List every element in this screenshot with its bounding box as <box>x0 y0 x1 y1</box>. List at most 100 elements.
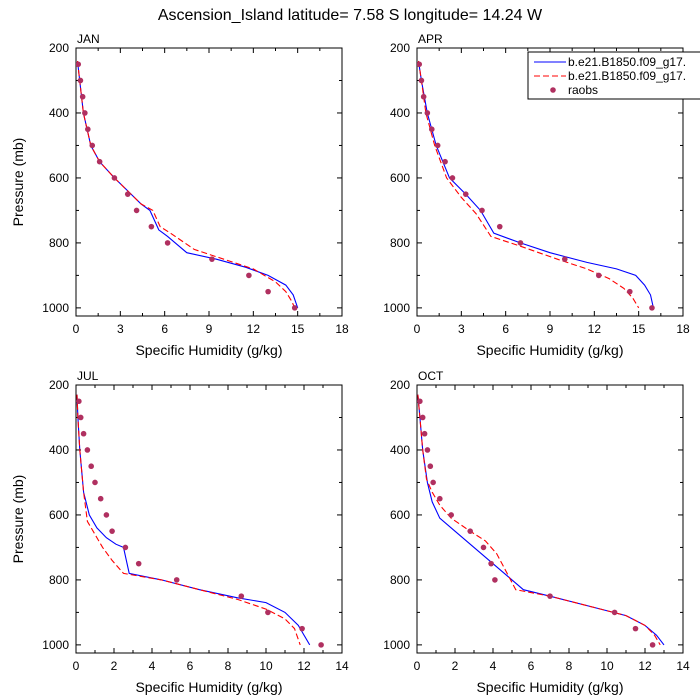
panel-label: APR <box>418 32 443 46</box>
raobs-point <box>84 447 91 453</box>
x-tick-label: 6 <box>528 659 535 673</box>
x-tick-label: 10 <box>259 659 273 673</box>
raobs-point <box>649 642 656 648</box>
x-tick-label: 12 <box>297 659 311 673</box>
legend-label: b.e21.B1850.f09_g17. <box>568 69 686 83</box>
raobs-point <box>164 240 171 246</box>
y-axis-title: Pressure (mb) <box>10 138 26 227</box>
raobs-point <box>88 463 94 470</box>
raobs-point <box>496 223 503 230</box>
series-line-solid <box>76 394 311 646</box>
raobs-point <box>82 110 88 116</box>
raobs-point <box>649 305 655 311</box>
y-tick-label: 400 <box>390 106 410 120</box>
x-tick-label: 9 <box>206 322 213 336</box>
x-tick-label: 0 <box>414 659 421 673</box>
y-tick-label: 800 <box>49 236 69 250</box>
raobs-point <box>417 61 423 68</box>
raobs-point <box>89 142 96 149</box>
legend-marker-raobs <box>550 87 556 93</box>
x-axis-title: Specific Humidity (g/kg) <box>135 342 282 358</box>
series-line-dashed <box>76 60 296 309</box>
x-tick-label: 4 <box>490 659 497 673</box>
x-axis-title: Specific Humidity (g/kg) <box>476 342 623 358</box>
x-tick-label: 8 <box>566 659 573 673</box>
y-tick-label: 800 <box>390 236 410 250</box>
x-tick-label: 12 <box>638 659 652 673</box>
raobs-point <box>265 609 271 616</box>
panel-label: JUL <box>77 369 99 383</box>
y-tick-label: 1000 <box>42 301 69 315</box>
raobs-point <box>76 61 82 68</box>
raobs-point <box>632 625 639 632</box>
y-tick-label: 800 <box>49 573 69 587</box>
y-tick-label: 600 <box>390 508 410 522</box>
plot-frame <box>75 384 343 654</box>
x-tick-label: 2 <box>111 659 118 673</box>
series-line-dashed <box>417 394 661 646</box>
y-tick-label: 800 <box>390 573 410 587</box>
plot-data-area <box>76 394 324 648</box>
legend-label: b.e21.B1850.f09_g17. <box>568 55 686 69</box>
raobs-point <box>122 544 129 551</box>
y-tick-label: 600 <box>49 508 69 522</box>
panel-apr: APR 0 3 6 9 12 15 18 200 400 600 800 1000 Specific Hu… <box>383 32 690 358</box>
panel-label: OCT <box>418 369 444 383</box>
raobs-point <box>299 625 305 632</box>
raobs-point <box>421 430 428 437</box>
x-tick-label: 0 <box>414 322 421 336</box>
y-tick-label: 600 <box>390 171 410 185</box>
raobs-point <box>492 577 498 583</box>
raobs-point <box>420 93 427 100</box>
x-tick-label: 6 <box>502 322 509 336</box>
raobs-point <box>467 528 474 534</box>
raobs-point <box>437 495 443 502</box>
raobs-point <box>611 609 618 616</box>
raobs-point <box>77 414 84 421</box>
raobs-point <box>173 577 180 583</box>
x-tick-label: 18 <box>335 322 349 336</box>
raobs-point <box>79 93 86 100</box>
raobs-point <box>76 398 82 405</box>
x-tick-label: 12 <box>247 322 261 336</box>
raobs-point <box>479 207 485 214</box>
raobs-point <box>427 463 434 470</box>
raobs-point <box>480 544 487 551</box>
y-tick-label: 400 <box>49 443 69 457</box>
x-tick-label: 12 <box>588 322 602 336</box>
raobs-point <box>424 447 431 453</box>
y-tick-label: 400 <box>390 443 410 457</box>
x-tick-label: 6 <box>161 322 168 336</box>
panel-jul: JUL 0 2 4 6 8 10 12 14 200 400 600 800 1000 Specific H… <box>10 369 349 695</box>
raobs-point <box>92 479 98 486</box>
y-tick-label: 1000 <box>42 638 69 652</box>
x-axis-title: Specific Humidity (g/kg) <box>476 679 623 695</box>
figure-title: Ascension_Island latitude= 7.58 S longit… <box>158 7 543 24</box>
panel-oct: OCT 0 2 4 6 8 10 12 14 200 400 600 800 1000 Specific H… <box>383 369 690 695</box>
y-tick-label: 200 <box>390 378 410 392</box>
raobs-point <box>124 191 131 197</box>
plot-data-area <box>417 394 665 648</box>
y-tick-label: 400 <box>49 106 69 120</box>
raobs-point <box>417 398 423 405</box>
plot-frame <box>416 384 684 654</box>
raobs-point <box>449 175 456 181</box>
raobs-point <box>111 175 118 181</box>
y-axis-title: Pressure (mb) <box>10 475 26 564</box>
x-tick-label: 15 <box>291 322 305 336</box>
series-line-dashed <box>76 394 301 646</box>
series-line-solid <box>417 394 665 646</box>
panel-label: JAN <box>77 32 100 46</box>
x-tick-label: 15 <box>632 322 646 336</box>
x-tick-label: 14 <box>335 659 349 673</box>
raobs-point <box>488 560 494 567</box>
raobs-point <box>430 479 436 486</box>
plot-frame <box>75 47 343 317</box>
x-tick-label: 3 <box>458 322 465 336</box>
raobs-point <box>109 528 115 534</box>
x-tick-label: 4 <box>149 659 156 673</box>
raobs-point <box>418 77 425 84</box>
x-tick-label: 0 <box>73 322 80 336</box>
plot-data-area <box>76 60 299 311</box>
